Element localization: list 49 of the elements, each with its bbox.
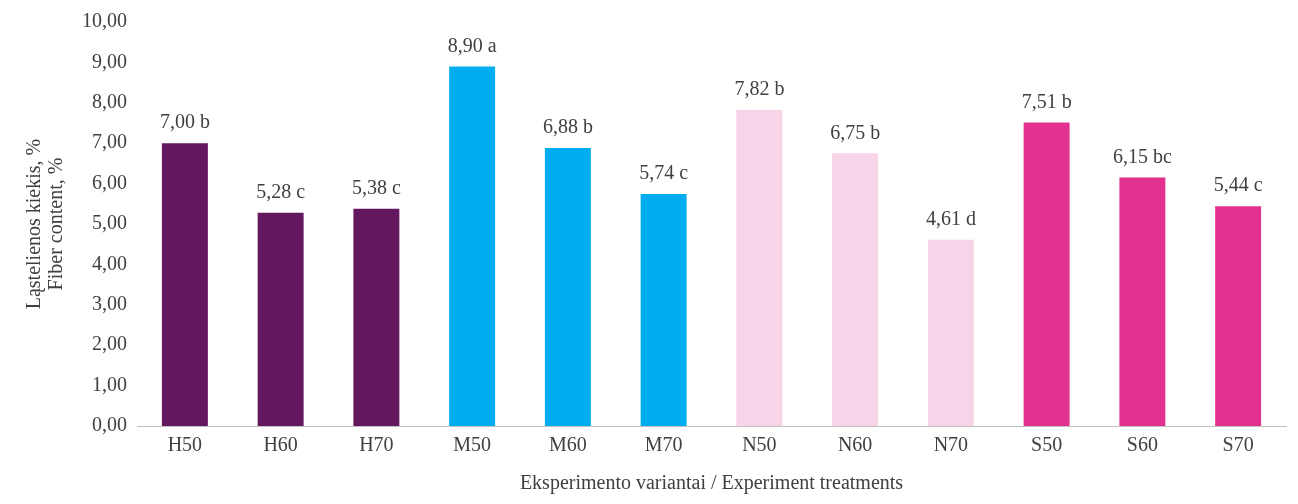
x-tick-label: S60 bbox=[1126, 433, 1158, 456]
data-label: 5,74 c bbox=[639, 161, 689, 184]
bar bbox=[640, 194, 687, 426]
data-label: 6,88 b bbox=[542, 115, 593, 138]
data-label: 5,28 c bbox=[256, 179, 306, 202]
x-tick-label: H50 bbox=[167, 433, 203, 456]
bar bbox=[927, 239, 974, 426]
data-label: 5,38 c bbox=[351, 175, 401, 198]
y-tick-label: 2,00 bbox=[92, 332, 127, 355]
data-label: 6,75 b bbox=[830, 120, 881, 143]
bar bbox=[736, 110, 783, 426]
data-label: 5,44 c bbox=[1213, 173, 1263, 196]
bar bbox=[1023, 122, 1070, 426]
y-tick-label: 6,00 bbox=[92, 170, 127, 193]
y-tick-label: 8,00 bbox=[92, 90, 127, 113]
x-axis-title: Eksperimento variantai / Experiment treatments bbox=[519, 471, 904, 495]
bar bbox=[353, 208, 400, 426]
x-tick-label: S50 bbox=[1031, 433, 1063, 456]
bar bbox=[832, 153, 879, 426]
data-label: 7,82 b bbox=[734, 77, 785, 100]
y-tick-label: 0,00 bbox=[92, 413, 127, 436]
x-tick-label: M70 bbox=[644, 433, 683, 456]
y-tick-label: 5,00 bbox=[92, 211, 127, 234]
bar bbox=[1119, 177, 1166, 426]
data-label: 7,00 b bbox=[159, 110, 210, 133]
y-tick-label: 10,00 bbox=[82, 9, 127, 32]
x-tick-label: H60 bbox=[263, 433, 298, 456]
y-axis-title: Ląstelienos kiekis, % Fiber content, % bbox=[22, 138, 67, 310]
data-label: 7,51 b bbox=[1021, 89, 1072, 112]
x-tick-label: N70 bbox=[933, 433, 969, 456]
bar bbox=[257, 212, 304, 426]
y-tick-label: 9,00 bbox=[92, 49, 127, 72]
x-tick-label: M50 bbox=[453, 433, 492, 456]
bar bbox=[544, 148, 591, 426]
bar bbox=[161, 143, 208, 426]
x-tick-label: N50 bbox=[742, 433, 777, 456]
bar bbox=[449, 66, 496, 426]
x-tick-label: N60 bbox=[837, 433, 873, 456]
bar bbox=[1215, 206, 1262, 426]
x-tick-label: H70 bbox=[359, 433, 394, 456]
y-tick-label: 7,00 bbox=[92, 130, 127, 153]
y-tick-label: 3,00 bbox=[92, 292, 127, 315]
data-label: 8,90 a bbox=[447, 33, 497, 56]
y-tick-label: 1,00 bbox=[92, 372, 127, 395]
data-label: 4,61 d bbox=[925, 207, 976, 230]
data-label: 6,15 bc bbox=[1112, 144, 1172, 167]
x-tick-label: S70 bbox=[1222, 433, 1254, 456]
y-tick-label: 4,00 bbox=[92, 251, 127, 274]
x-tick-label: M60 bbox=[548, 433, 587, 456]
